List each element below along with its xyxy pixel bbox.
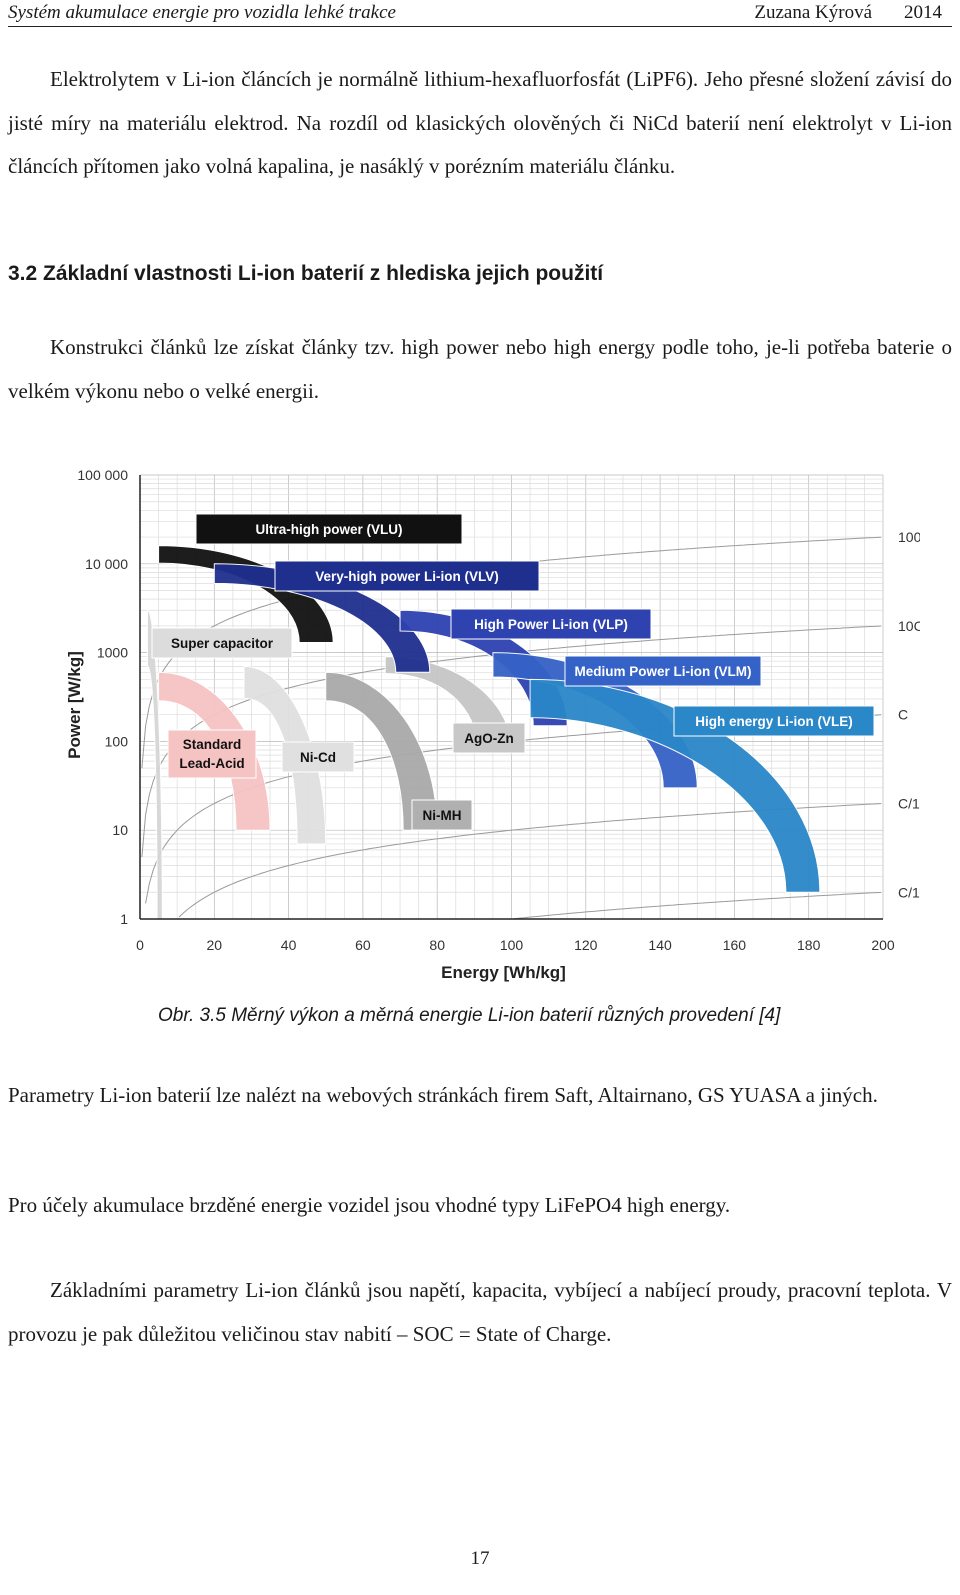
- region-label: High energy Li-ion (VLE): [695, 714, 853, 729]
- c-rate-label: C/100: [898, 884, 920, 900]
- region-label-box: [450, 608, 652, 640]
- region-label: Medium Power Li-ion (VLM): [575, 664, 752, 679]
- y-tick-label: 1000: [97, 645, 128, 661]
- figure-caption: Obr. 3.5 Měrný výkon a měrná energie Li-…: [158, 1005, 781, 1026]
- x-tick-label: 20: [207, 937, 223, 953]
- header-title: Systém akumulace energie pro vozidla leh…: [8, 2, 396, 23]
- x-tick-label: 120: [574, 937, 598, 953]
- x-tick-label: 140: [648, 937, 672, 953]
- y-tick-label: 1: [120, 911, 128, 927]
- c-rate-label: C/10: [898, 796, 920, 812]
- x-tick-label: 160: [723, 937, 747, 953]
- region-label: Very-high power Li-ion (VLV): [315, 569, 499, 584]
- c-rate-label: 10C: [898, 618, 920, 634]
- header-year: 2014: [904, 2, 942, 23]
- paragraph-lifepo4: Pro účely akumulace brzděné energie vozi…: [8, 1193, 731, 1217]
- x-tick-label: 180: [797, 937, 821, 953]
- x-tick-label: 80: [429, 937, 445, 953]
- region-label: Standard: [183, 737, 242, 752]
- page-number: 17: [470, 1548, 490, 1569]
- x-tick-label: 40: [281, 937, 297, 953]
- chart-axes: 0 20 40 60 80 100 120 140 160 180 200 1 10 100 1000 10 …: [65, 467, 895, 982]
- paragraph-electrolyte: Elektrolytem v Li-ion článcích je normál…: [8, 67, 952, 178]
- paragraph-parameters: Parametry Li-ion baterií lze nalézt na w…: [8, 1083, 878, 1107]
- paragraph-construction: Konstrukci článků lze získat články tzv.…: [8, 335, 952, 403]
- section-heading: 3.2 Základní vlastnosti Li-ion baterií z…: [8, 262, 604, 285]
- region-label: Ni-MH: [423, 808, 462, 823]
- header-author: Zuzana Kýrová: [754, 2, 872, 23]
- region-label-box: [452, 722, 526, 754]
- y-tick-label: 10: [112, 822, 128, 838]
- region-label: Lead-Acid: [179, 756, 244, 771]
- c-rate-label: 100C: [898, 529, 920, 545]
- region-label-box: [274, 560, 540, 592]
- y-axis-label: Power [W/kg]: [65, 651, 84, 759]
- region-label: High Power Li-ion (VLP): [474, 617, 628, 632]
- x-tick-label: 0: [136, 937, 144, 953]
- x-axis-label: Energy [Wh/kg]: [441, 963, 566, 982]
- y-tick-label: 100: [105, 733, 129, 749]
- region-label: AgO-Zn: [464, 731, 514, 746]
- region-ni-cd: [243, 665, 327, 845]
- power-energy-chart: 100C 10C C C/10 C/100 Super capacitor Standar…: [65, 467, 920, 982]
- c-rate-label: C: [898, 707, 908, 723]
- region-label: Ultra-high power (VLU): [256, 522, 403, 537]
- chart-region-labels: Super capacitor Standard Lead-Acid Ni-Cd Ni-…: [151, 513, 875, 831]
- x-tick-label: 60: [355, 937, 371, 953]
- region-label-box: [151, 627, 293, 659]
- running-header: Systém akumulace energie pro vozidla leh…: [8, 0, 952, 27]
- y-tick-label: 10 000: [85, 556, 128, 572]
- y-tick-label: 100 000: [77, 467, 128, 483]
- x-tick-label: 100: [500, 937, 524, 953]
- region-label: Super capacitor: [171, 636, 274, 651]
- region-label-box: [281, 741, 355, 773]
- paragraph-basic-parameters: Základními parametry Li-ion článků jsou …: [8, 1278, 952, 1346]
- region-label-box: [411, 799, 473, 831]
- region-label-box: [167, 729, 257, 779]
- region-label-box: [673, 705, 875, 737]
- region-label: Ni-Cd: [300, 750, 336, 765]
- x-tick-label: 200: [871, 937, 895, 953]
- region-label-box: [195, 513, 463, 545]
- region-label-box: [564, 655, 762, 687]
- c-rate-curve: [513, 891, 882, 920]
- region-standard-lead-acid: [158, 671, 271, 831]
